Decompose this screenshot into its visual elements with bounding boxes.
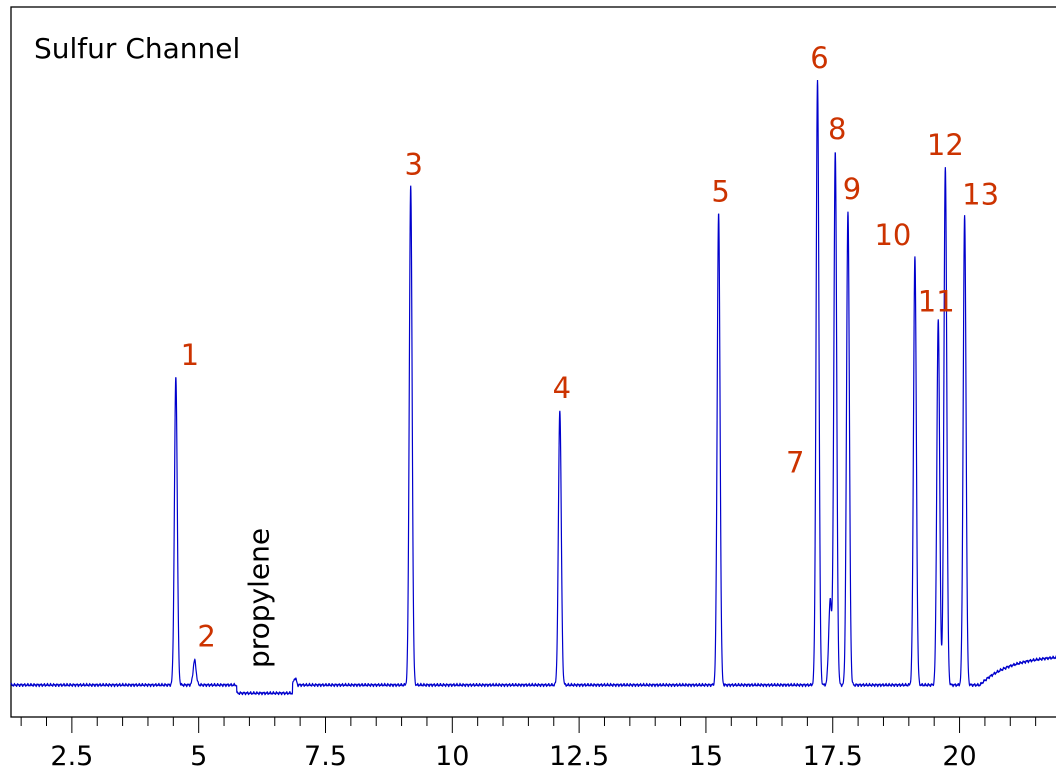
peak-label-12: 12 [927, 128, 964, 162]
annotations: propylene [243, 528, 276, 668]
peak-label-3: 3 [404, 147, 422, 181]
peak-label-10: 10 [874, 218, 911, 252]
peak-label-13: 13 [962, 177, 999, 211]
plot-frame [10, 6, 1056, 718]
peak-label-6: 6 [810, 41, 828, 75]
x-tick-label: 5 [190, 741, 207, 772]
x-tick-label: 2.5 [50, 741, 93, 772]
x-axis: 2.5 5 7.5 10 12.5 15 17.5 20 [20, 717, 1037, 772]
peak-label-7: 7 [786, 445, 804, 479]
peak-label-9: 9 [843, 172, 861, 206]
x-tick-label: 7.5 [304, 741, 347, 772]
peak-label-8: 8 [828, 112, 846, 146]
peak-label-11: 11 [918, 285, 955, 319]
peak-label-4: 4 [553, 371, 571, 405]
chart-title: Sulfur Channel [34, 32, 240, 65]
x-tick-label: 15 [689, 741, 723, 772]
annotation-propylene: propylene [243, 528, 276, 668]
peak-label-5: 5 [711, 175, 729, 209]
x-tick-label: 17.5 [803, 741, 863, 772]
x-tick-label: 20 [942, 741, 976, 772]
peak-label-2: 2 [197, 619, 215, 653]
x-tick-label: 10 [435, 741, 469, 772]
peak-label-1: 1 [181, 338, 199, 372]
x-tick-label: 12.5 [549, 741, 609, 772]
chromatogram-trace [10, 79, 1056, 696]
